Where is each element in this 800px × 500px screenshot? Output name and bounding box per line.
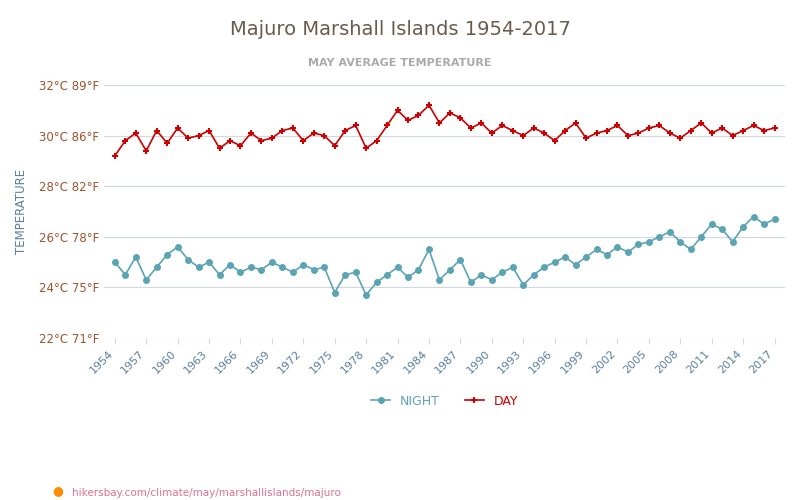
NIGHT [110,259,120,265]
DAY [770,125,779,131]
NIGHT [487,277,497,283]
NIGHT [539,264,549,270]
Line: NIGHT: NIGHT [112,214,778,298]
Text: Majuro Marshall Islands 1954-2017: Majuro Marshall Islands 1954-2017 [230,20,570,39]
DAY [550,138,559,143]
Legend: NIGHT, DAY: NIGHT, DAY [366,390,523,413]
DAY [424,102,434,108]
DAY [194,132,203,138]
Line: DAY: DAY [111,102,778,160]
NIGHT [393,264,402,270]
NIGHT [194,264,203,270]
DAY [487,130,497,136]
NIGHT [770,216,779,222]
Text: MAY AVERAGE TEMPERATURE: MAY AVERAGE TEMPERATURE [308,58,492,68]
DAY [110,153,120,159]
NIGHT [362,292,371,298]
NIGHT [550,259,559,265]
Y-axis label: TEMPERATURE: TEMPERATURE [15,169,28,254]
NIGHT [749,214,758,220]
Text: ●: ● [52,484,63,498]
NIGHT [445,266,454,272]
Text: hikersbay.com/climate/may/marshallislands/majuro: hikersbay.com/climate/may/marshallisland… [72,488,341,498]
DAY [382,122,392,128]
DAY [445,110,454,116]
DAY [539,130,549,136]
